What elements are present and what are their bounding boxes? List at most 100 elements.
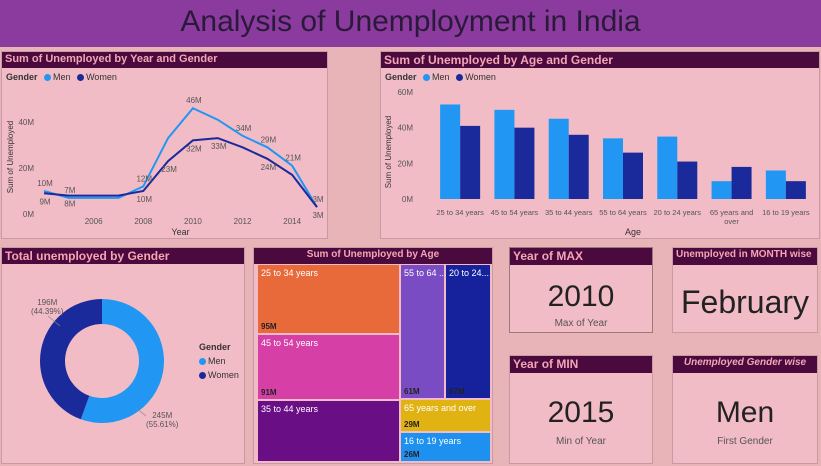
card-title: Year of MIN (510, 356, 652, 373)
card-title: Year of MAX (510, 248, 652, 265)
legend-men-dot (44, 74, 52, 82)
bar-chart: 0M 20M 40M 60M 25 to 34 years 45 to 54 years 3… (384, 88, 810, 237)
bar-men (548, 118, 569, 199)
bar-women (514, 127, 535, 199)
donut-legend: Gender Men Women (199, 340, 239, 382)
data-label: 32M (186, 144, 202, 153)
x-tick-label: over (724, 217, 739, 226)
y-axis-label: Sum of Unemployed (6, 121, 15, 193)
card-year-max[interactable]: Year of MAX 2010 Max of Year (509, 247, 653, 333)
card-subtitle: Min of Year (555, 436, 607, 447)
card-title: Unemployed in MONTH wise (673, 248, 817, 265)
bar-women (460, 125, 481, 199)
treemap-cell-value: 61M (404, 387, 420, 396)
bar-men (657, 136, 678, 199)
donut-label-women: 196M (44.39%) (31, 298, 63, 316)
x-tick-label: 16 to 19 years (762, 208, 810, 217)
bar-men (603, 138, 623, 199)
legend-women-label: Women (208, 370, 239, 380)
x-axis-label: Year (171, 227, 189, 237)
series-line-men (43, 106, 318, 208)
data-label: 29M (261, 135, 277, 144)
card-value: 2015 (547, 396, 615, 429)
x-tick-label: 25 to 34 years (436, 208, 484, 217)
legend-men-label: Men (432, 72, 450, 82)
legend-women-label: Women (86, 72, 117, 82)
donut-chart-title: Total unemployed by Gender (2, 248, 244, 264)
data-label: 3M (312, 195, 323, 204)
y-tick-label: 40M (397, 124, 413, 133)
data-label: 10M (136, 195, 152, 204)
treemap-cell-label: 20 to 24... (449, 268, 490, 278)
treemap-cell[interactable]: 35 to 44 years (257, 400, 400, 462)
treemap-cell[interactable]: 16 to 19 years 26M (400, 432, 491, 462)
treemap: 25 to 34 years 95M 45 to 54 years 91M 35 to … (257, 264, 491, 462)
data-label: 33M (211, 142, 227, 151)
treemap-title: Sum of Unemployed by Age (254, 248, 492, 264)
bar-women (785, 181, 806, 199)
legend-men-dot (199, 358, 206, 366)
bar-men (494, 109, 515, 199)
bar-women (677, 161, 698, 199)
treemap-cell-value: 29M (404, 420, 420, 429)
y-tick-label: 20M (18, 164, 34, 173)
treemap-cell[interactable]: 20 to 24... 57M (445, 264, 491, 399)
data-label: 12M (136, 174, 152, 183)
page-title: Analysis of Unemployment in India (180, 5, 641, 38)
treemap-cell[interactable]: 25 to 34 years 95M (257, 264, 400, 334)
donut-chart (40, 299, 165, 423)
line-chart-title: Sum of Unemployed by Year and Gender (2, 52, 327, 68)
legend-title: Gender (6, 72, 38, 82)
legend-women-dot (77, 74, 85, 82)
y-tick-label: 0M (402, 195, 413, 204)
card-title: Unemployed Gender wise (673, 356, 817, 373)
y-tick-label: 0M (23, 210, 34, 219)
x-axis-label: Age (625, 227, 641, 237)
data-label: 3M (312, 211, 323, 220)
x-tick-label: 65 years and (710, 208, 753, 217)
donut-slice-women (40, 299, 102, 420)
data-label: 24M (261, 163, 277, 172)
treemap-cell[interactable]: 45 to 54 years 91M (257, 334, 400, 400)
legend-women-dot (199, 372, 206, 380)
legend-title: Gender (385, 72, 417, 82)
legend-women-label: Women (465, 72, 496, 82)
bar-women (623, 152, 643, 199)
x-tick-label: 35 to 44 years (545, 208, 593, 217)
card-year-min[interactable]: Year of MIN 2015 Min of Year (509, 355, 653, 464)
card-month-wise[interactable]: Unemployed in MONTH wise February (672, 247, 818, 333)
y-tick-label: 40M (18, 118, 34, 127)
treemap-cell-value: 57M (449, 387, 465, 396)
legend-women-dot (456, 74, 464, 82)
card-gender-wise[interactable]: Unemployed Gender wise Men First Gender (672, 355, 818, 464)
treemap-cell[interactable]: 55 to 64 ... 61M (400, 264, 445, 399)
treemap-cell-label: 45 to 54 years (261, 338, 319, 348)
treemap-cell[interactable]: 65 years and over 29M (400, 399, 491, 432)
card-subtitle: First Gender (717, 436, 773, 447)
data-label: 46M (186, 96, 202, 105)
x-tick-label: 2014 (283, 217, 301, 226)
bar-women (731, 166, 752, 199)
donut-label-men: 245M (55.61%) (146, 411, 178, 429)
treemap-panel[interactable]: Sum of Unemployed by Age 25 to 34 years 9… (253, 247, 493, 464)
donut-chart-panel[interactable]: Total unemployed by Gender 196M (44.39%)… (1, 247, 245, 464)
bar-chart-panel[interactable]: Sum of Unemployed by Age and Gender Gend… (380, 51, 820, 239)
series-line-women (43, 137, 318, 208)
donut-slice-men (80, 299, 165, 423)
line-chart-panel[interactable]: Sum of Unemployed by Year and Gender Gen… (1, 51, 328, 239)
bar-men (440, 104, 461, 199)
treemap-cell-value: 95M (261, 322, 277, 331)
treemap-cell-value: 26M (404, 450, 420, 459)
leader-line (135, 407, 147, 417)
x-tick-label: 2008 (134, 217, 152, 226)
line-chart: 0M 20M 40M 2006 2008 2010 2012 2014 Year Sum of U… (6, 96, 324, 237)
title-banner: Analysis of Unemployment in India (0, 0, 821, 47)
x-tick-label: 20 to 24 years (654, 208, 702, 217)
x-tick-label: 45 to 54 years (491, 208, 539, 217)
treemap-cell-label: 25 to 34 years (261, 268, 319, 278)
y-axis-label: Sum of Unemployed (384, 116, 393, 188)
legend-title: Gender (199, 342, 231, 352)
x-tick-label: 2010 (184, 217, 202, 226)
treemap-cell-value: 91M (261, 388, 277, 397)
legend-men-dot (423, 74, 431, 82)
